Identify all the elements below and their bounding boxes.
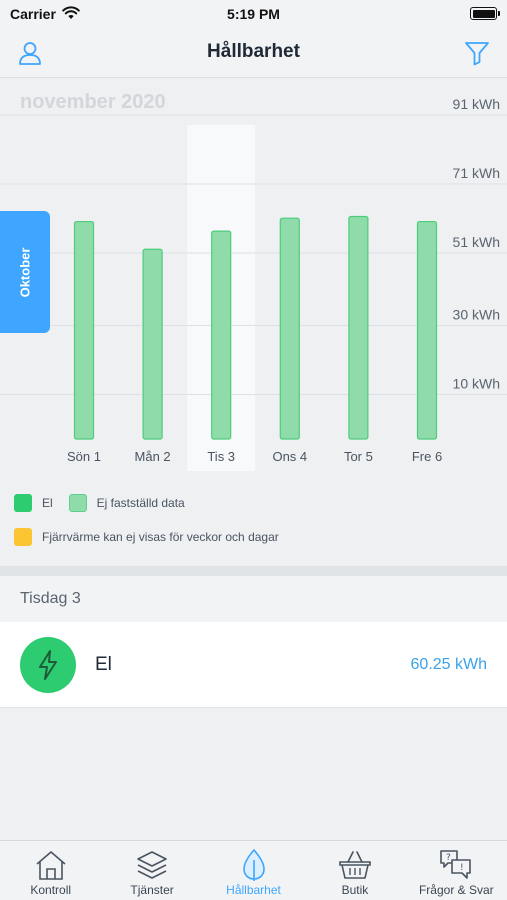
x-tick-label: Tor 5 [344,449,373,464]
chart-legend: El Ej fastställd data Fjärrvärme kan ej … [14,493,494,561]
lightning-icon [39,650,57,680]
x-tick-label: Mån 2 [135,449,171,464]
page-title: Hållbarhet [207,41,300,62]
svg-text:?: ? [446,853,451,863]
legend-label-unconfirmed: Ej fastställd data [96,496,185,510]
y-tick-label: 91 kWh [453,96,500,112]
bar [279,217,300,440]
bar [348,215,369,440]
tab-label: Kontroll [30,883,72,897]
previous-month-label: Oktober [17,247,33,297]
legend-district-heating-note: Fjärrvärme kan ej visas för veckor och d… [42,530,279,544]
layers-icon [137,851,167,879]
clock-time: 5:19 PM [227,6,280,22]
x-tick-label: Ons 4 [272,449,307,464]
legend-row-el: El Ej fastställd data [14,493,494,513]
legend-swatch-unconfirmed [68,494,87,512]
leaf-icon [242,848,265,881]
chat-icon: ? ! [440,850,472,879]
tab-label: Tjänster [130,883,174,897]
y-tick-label: 30 kWh [453,307,500,323]
basket-icon [339,851,371,879]
tab-label: Frågor & Svar [418,883,494,897]
bar [142,248,163,440]
filter-icon[interactable] [463,39,491,67]
usage-row-el[interactable]: El 60.25 kWh [0,622,507,708]
bar [211,230,232,440]
legend-swatch-district-heating [14,528,32,546]
tab-kontroll[interactable]: Kontroll [0,841,101,900]
svg-text:!: ! [460,863,464,873]
day-header: Tisdag 3 [0,576,507,622]
status-bar: Carrier 5:19 PM [0,0,507,28]
consumption-chart: november 2020 10 kWh 30 kWh 51 kWh 71 kWh 91… [0,79,507,566]
tab-hallbarhet[interactable]: Hållbarhet [203,841,304,900]
usage-label: El [95,654,112,675]
wifi-icon [62,6,80,19]
tab-tjanster[interactable]: Tjänster [101,841,202,900]
x-tick-label: Fre 6 [412,449,442,464]
carrier-label: Carrier [10,6,56,22]
day-header-label: Tisdag 3 [20,590,81,607]
tab-label: Butik [341,883,369,897]
lightning-icon-badge [20,637,76,693]
bar [73,221,95,440]
section-divider [0,566,507,576]
tab-butik[interactable]: Butik [304,841,405,900]
legend-row-district-heating: Fjärrvärme kan ej visas för veckor och d… [14,527,494,547]
battery-icon [470,7,500,20]
legend-label-el: El [42,496,53,510]
navigation-bar: Hållbarhet [0,28,507,78]
tab-label: Hållbarhet [226,883,281,897]
x-tick-label: Tis 3 [207,449,235,464]
x-tick-label: Sön 1 [67,449,101,464]
house-icon [36,851,66,880]
usage-value: 60.25 kWh [410,656,487,673]
tab-fragor-svar[interactable]: ? ! Frågor & Svar [406,841,507,900]
y-tick-label: 71 kWh [453,165,500,181]
chart-month-title: november 2020 [20,91,166,113]
previous-month-tab[interactable]: Oktober [0,211,50,333]
y-tick-label: 51 kWh [453,234,500,250]
legend-swatch-el [14,494,32,512]
bar [416,221,438,440]
y-tick-label: 10 kWh [453,376,500,392]
bar-chart: 10 kWh 30 kWh 51 kWh 71 kWh 91 kWh Sön 1 Mån 2… [0,96,507,471]
user-icon[interactable] [16,39,44,67]
tab-bar: Kontroll Tjänster Hållbarhet Butik ? ! [0,840,507,900]
